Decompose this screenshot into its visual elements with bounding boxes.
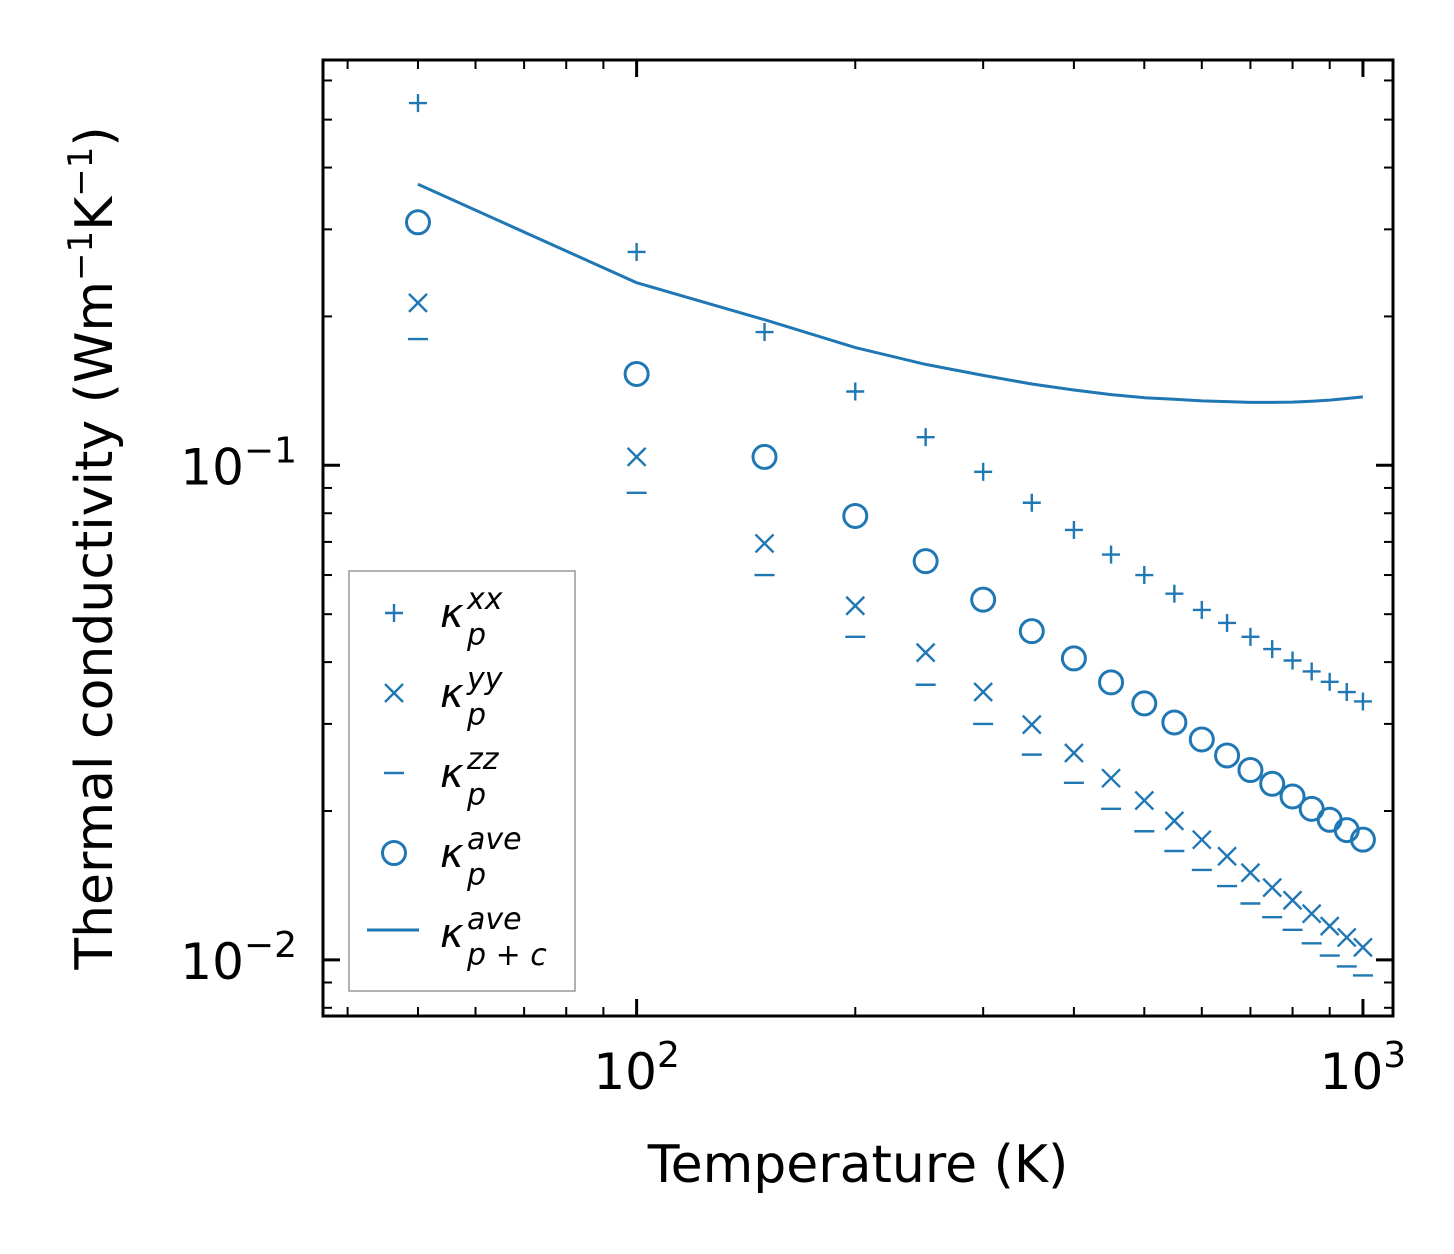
- data-point: [1241, 627, 1260, 646]
- legend-entry: κ pave: [381, 822, 522, 893]
- data-point: [1021, 714, 1042, 735]
- series-0: [408, 94, 1372, 711]
- data-point: [1098, 669, 1125, 696]
- data-point: [912, 548, 939, 575]
- data-point: [1102, 545, 1121, 564]
- data-point: [1135, 566, 1154, 585]
- series-line: [417, 182, 1364, 404]
- data-point: [970, 586, 997, 613]
- legend: κ pxx κ pyy κ pzz κ pave κ p + cave: [348, 570, 576, 992]
- data-point: [915, 642, 936, 663]
- legend-marker: [384, 683, 404, 703]
- data-point: [623, 360, 650, 387]
- data-point: [842, 502, 869, 529]
- data-point: [408, 94, 427, 113]
- data-point: [1263, 640, 1282, 659]
- axes-frame: [321, 58, 1395, 1018]
- data-point: [755, 323, 774, 342]
- legend-entries: κ pxx κ pyy κ pzz κ pave κ p + cave: [367, 582, 547, 973]
- legend-marker: [381, 840, 407, 866]
- data-point: [1164, 811, 1185, 831]
- data-point: [973, 682, 994, 702]
- legend-frame: [348, 570, 576, 992]
- data-point: [626, 447, 647, 467]
- data-point: [1214, 742, 1241, 769]
- legend-marker: [385, 604, 403, 622]
- data-point: [1060, 645, 1087, 672]
- data-point: [1336, 927, 1357, 948]
- data-point: [1064, 520, 1083, 539]
- data-point: [846, 382, 865, 401]
- data-point: [1018, 618, 1045, 645]
- data-point: [1022, 493, 1041, 512]
- y-axis-title-sup1: −1: [61, 231, 101, 281]
- data-point: [1191, 829, 1212, 850]
- legend-label: κ pyy: [440, 662, 504, 733]
- y-axis-title-base: Thermal conductivity (Wm: [65, 281, 125, 971]
- data-point: [408, 293, 428, 313]
- data-point: [1283, 651, 1302, 670]
- data-point: [1259, 770, 1286, 797]
- data-point: [1161, 709, 1188, 736]
- data-point: [1319, 916, 1340, 936]
- y-tick-label: 10−1: [180, 430, 297, 496]
- series-1: [408, 293, 1373, 958]
- data-point: [1240, 862, 1261, 883]
- series-2: [407, 337, 1373, 977]
- data-point: [974, 462, 993, 481]
- legend-label: κ pxx: [440, 582, 503, 653]
- y-axis-title-end: ): [65, 126, 125, 146]
- data-point: [1282, 890, 1303, 911]
- legend-entry: κ pyy: [384, 662, 504, 733]
- data-point: [1301, 903, 1322, 924]
- x-tick-label: 102: [593, 1035, 680, 1101]
- data-point: [1262, 877, 1283, 898]
- data-point: [916, 428, 935, 447]
- data-point: [1064, 743, 1084, 763]
- y-axis-title: Thermal conductivity (Wm−1K−1): [61, 126, 125, 970]
- y-axis-title-sup2: −1: [61, 147, 101, 197]
- series-3: [404, 209, 1376, 853]
- y-tick-label: 10−2: [180, 925, 297, 991]
- data-point: [1188, 726, 1215, 753]
- data-point: [1302, 662, 1321, 681]
- series-4: [417, 182, 1364, 404]
- data-point: [404, 209, 431, 236]
- data-point: [1134, 790, 1155, 811]
- data-point: [1192, 600, 1211, 619]
- major-ticks: [323, 60, 1393, 1016]
- data-point: [1218, 613, 1237, 632]
- data-point: [1217, 846, 1237, 867]
- data-point: [1353, 692, 1372, 711]
- legend-entry: κ pzz: [384, 742, 500, 813]
- plot-marks: [404, 94, 1376, 977]
- data-point: [751, 443, 778, 470]
- x-axis-title: Temperature (K): [647, 1135, 1069, 1195]
- data-point: [1337, 683, 1356, 702]
- x-tick-label: 103: [1320, 1035, 1407, 1101]
- data-point: [1316, 806, 1343, 833]
- data-point: [627, 242, 646, 261]
- data-point: [1353, 937, 1373, 958]
- data-point: [845, 595, 866, 616]
- legend-label: κ pzz: [440, 742, 500, 813]
- legend-entry: κ pxx: [385, 582, 503, 653]
- data-point: [1101, 768, 1121, 789]
- tick-labels: 102 103 10−2 10−1: [180, 430, 1406, 1101]
- data-point: [1165, 584, 1184, 603]
- data-point: [1320, 672, 1339, 691]
- data-point: [1349, 826, 1376, 853]
- legend-label: κ pave: [440, 822, 522, 893]
- data-point: [1237, 757, 1264, 784]
- data-point: [1131, 690, 1158, 717]
- data-point: [1279, 783, 1306, 810]
- data-point: [754, 533, 775, 554]
- y-axis-title-mid: K: [65, 195, 125, 231]
